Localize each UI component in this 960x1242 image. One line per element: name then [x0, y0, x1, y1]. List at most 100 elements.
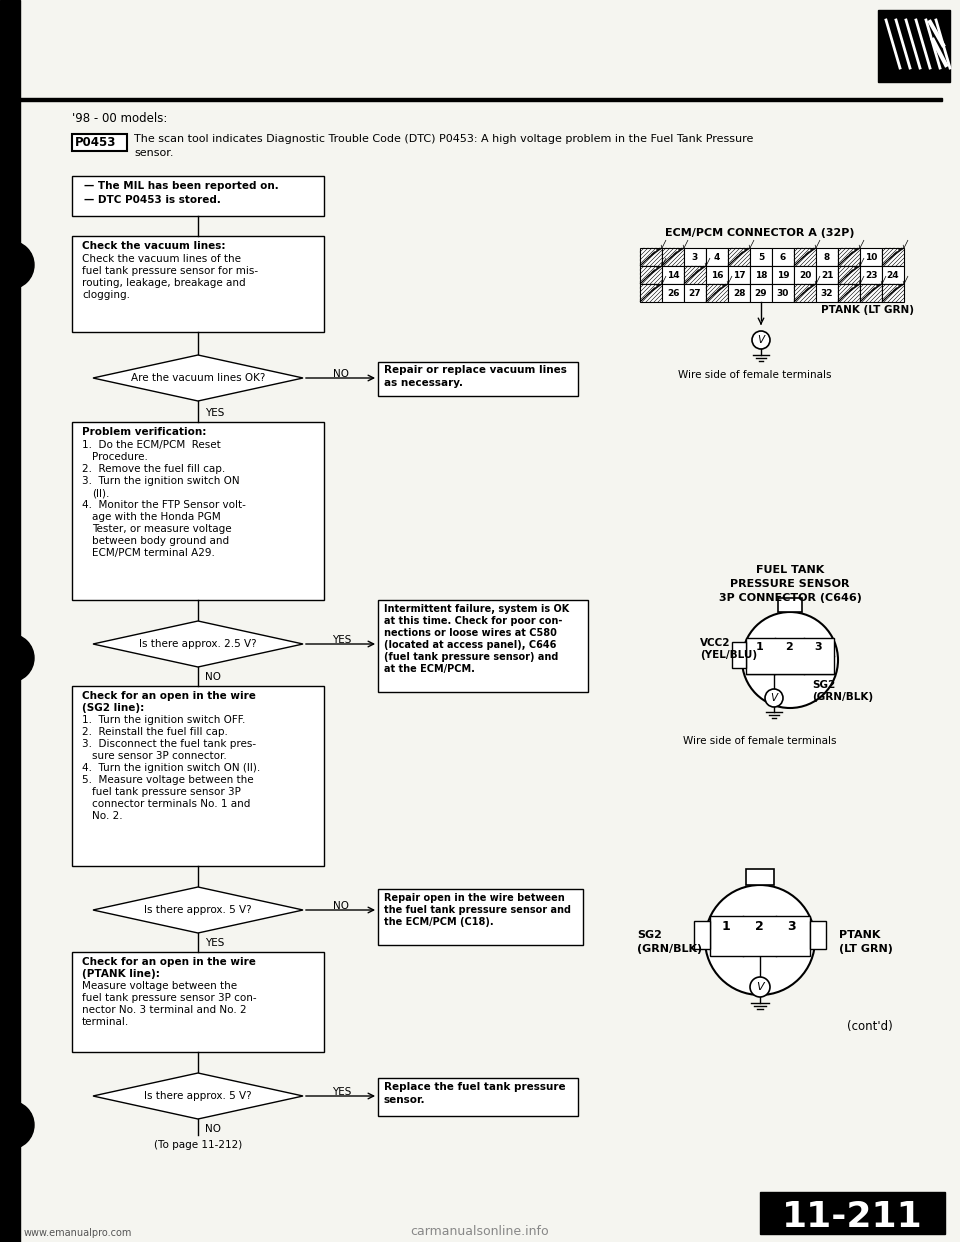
Text: SG2: SG2: [637, 930, 661, 940]
Polygon shape: [93, 355, 303, 401]
Bar: [794, 266, 816, 284]
Bar: [72, 176, 324, 216]
Text: Is there approx. 5 V?: Is there approx. 5 V?: [144, 1090, 252, 1100]
Text: terminal.: terminal.: [82, 1017, 130, 1027]
Text: (cont'd): (cont'd): [847, 1020, 893, 1033]
Text: Check the vacuum lines of the: Check the vacuum lines of the: [82, 255, 241, 265]
Text: at the ECM/PCM.: at the ECM/PCM.: [384, 664, 475, 674]
Text: 14: 14: [666, 271, 680, 279]
Text: sensor.: sensor.: [134, 148, 174, 158]
Text: 1: 1: [756, 642, 764, 652]
Text: ECM/PCM terminal A29.: ECM/PCM terminal A29.: [92, 548, 215, 558]
Text: V: V: [771, 693, 778, 703]
Text: Problem verification:: Problem verification:: [82, 427, 206, 437]
Bar: [706, 248, 728, 266]
Text: 21: 21: [821, 271, 833, 279]
Text: the fuel tank pressure sensor and: the fuel tank pressure sensor and: [384, 905, 571, 915]
Bar: [640, 284, 662, 302]
Text: fuel tank pressure sensor 3P con-: fuel tank pressure sensor 3P con-: [82, 994, 256, 1004]
Text: 2: 2: [785, 642, 793, 652]
Bar: [772, 266, 794, 284]
Text: as necessary.: as necessary.: [384, 378, 463, 388]
Text: '98 - 00 models:: '98 - 00 models:: [72, 112, 167, 125]
Text: (LT GRN): (LT GRN): [839, 944, 893, 954]
Bar: [684, 248, 706, 266]
Text: 3: 3: [692, 252, 698, 262]
Bar: [750, 266, 772, 284]
Polygon shape: [93, 1073, 303, 1119]
Text: VCC2: VCC2: [700, 638, 731, 648]
Bar: [816, 248, 838, 266]
Bar: [378, 600, 588, 692]
Circle shape: [765, 689, 783, 707]
Bar: [378, 361, 578, 396]
Text: Is there approx. 2.5 V?: Is there approx. 2.5 V?: [139, 638, 257, 650]
Polygon shape: [93, 621, 303, 667]
Text: 4: 4: [714, 252, 720, 262]
Text: sensor.: sensor.: [384, 1095, 425, 1105]
Text: fuel tank pressure sensor 3P: fuel tank pressure sensor 3P: [92, 787, 241, 797]
Text: 1.  Do the ECM/PCM  Reset: 1. Do the ECM/PCM Reset: [82, 440, 221, 450]
Text: Tester, or measure voltage: Tester, or measure voltage: [92, 524, 231, 534]
Text: 1.  Turn the ignition switch OFF.: 1. Turn the ignition switch OFF.: [82, 715, 246, 725]
Text: Is there approx. 5 V?: Is there approx. 5 V?: [144, 905, 252, 915]
Text: 6: 6: [780, 252, 786, 262]
Text: (GRN/BLK): (GRN/BLK): [812, 692, 874, 702]
Text: 5.  Measure voltage between the: 5. Measure voltage between the: [82, 775, 253, 785]
Bar: [20, 98, 942, 101]
Text: 17: 17: [732, 271, 745, 279]
Text: — DTC P0453 is stored.: — DTC P0453 is stored.: [84, 195, 221, 205]
Text: PTANK: PTANK: [839, 930, 880, 940]
Text: 18: 18: [755, 271, 767, 279]
Text: YES: YES: [332, 1087, 352, 1097]
Text: (PTANK line):: (PTANK line):: [82, 969, 160, 979]
Text: The scan tool indicates Diagnostic Trouble Code (DTC) P0453: A high voltage prob: The scan tool indicates Diagnostic Troub…: [134, 134, 754, 144]
Text: connector terminals No. 1 and: connector terminals No. 1 and: [92, 799, 251, 809]
Bar: [694, 922, 710, 949]
Text: 3P CONNECTOR (C646): 3P CONNECTOR (C646): [719, 592, 861, 604]
Bar: [640, 248, 662, 266]
Text: 4.  Turn the ignition switch ON (II).: 4. Turn the ignition switch ON (II).: [82, 763, 260, 773]
Bar: [706, 284, 728, 302]
Bar: [746, 869, 774, 886]
Bar: [794, 284, 816, 302]
Text: 19: 19: [777, 271, 789, 279]
Text: 24: 24: [887, 271, 900, 279]
Bar: [816, 266, 838, 284]
Bar: [772, 248, 794, 266]
Text: Wire side of female terminals: Wire side of female terminals: [679, 370, 831, 380]
Circle shape: [0, 633, 34, 682]
Text: Procedure.: Procedure.: [92, 452, 148, 462]
Bar: [860, 248, 882, 266]
Bar: [728, 284, 750, 302]
Text: 20: 20: [799, 271, 811, 279]
Bar: [750, 284, 772, 302]
Bar: [778, 597, 802, 612]
Bar: [794, 248, 816, 266]
Bar: [882, 248, 904, 266]
Text: at this time. Check for poor con-: at this time. Check for poor con-: [384, 616, 563, 626]
Text: NO: NO: [332, 900, 348, 910]
Bar: [860, 266, 882, 284]
Bar: [838, 266, 860, 284]
Bar: [706, 266, 728, 284]
Text: age with the Honda PGM: age with the Honda PGM: [92, 512, 221, 522]
Text: 23: 23: [865, 271, 877, 279]
Text: between body ground and: between body ground and: [92, 537, 229, 546]
Bar: [838, 248, 860, 266]
Text: routing, leakage, breakage and: routing, leakage, breakage and: [82, 278, 246, 288]
Bar: [0, 0, 20, 1242]
Text: 30: 30: [777, 288, 789, 298]
Bar: [710, 917, 810, 956]
Bar: [810, 922, 826, 949]
Bar: [882, 284, 904, 302]
Text: 16: 16: [710, 271, 723, 279]
Bar: [746, 638, 834, 674]
Text: carmanualsonline.info: carmanualsonline.info: [411, 1225, 549, 1238]
Bar: [662, 266, 684, 284]
Circle shape: [750, 977, 770, 997]
Text: clogging.: clogging.: [82, 289, 130, 301]
Text: 5: 5: [757, 252, 764, 262]
Text: (fuel tank pressure sensor) and: (fuel tank pressure sensor) and: [384, 652, 559, 662]
Text: Repair or replace vacuum lines: Repair or replace vacuum lines: [384, 365, 566, 375]
